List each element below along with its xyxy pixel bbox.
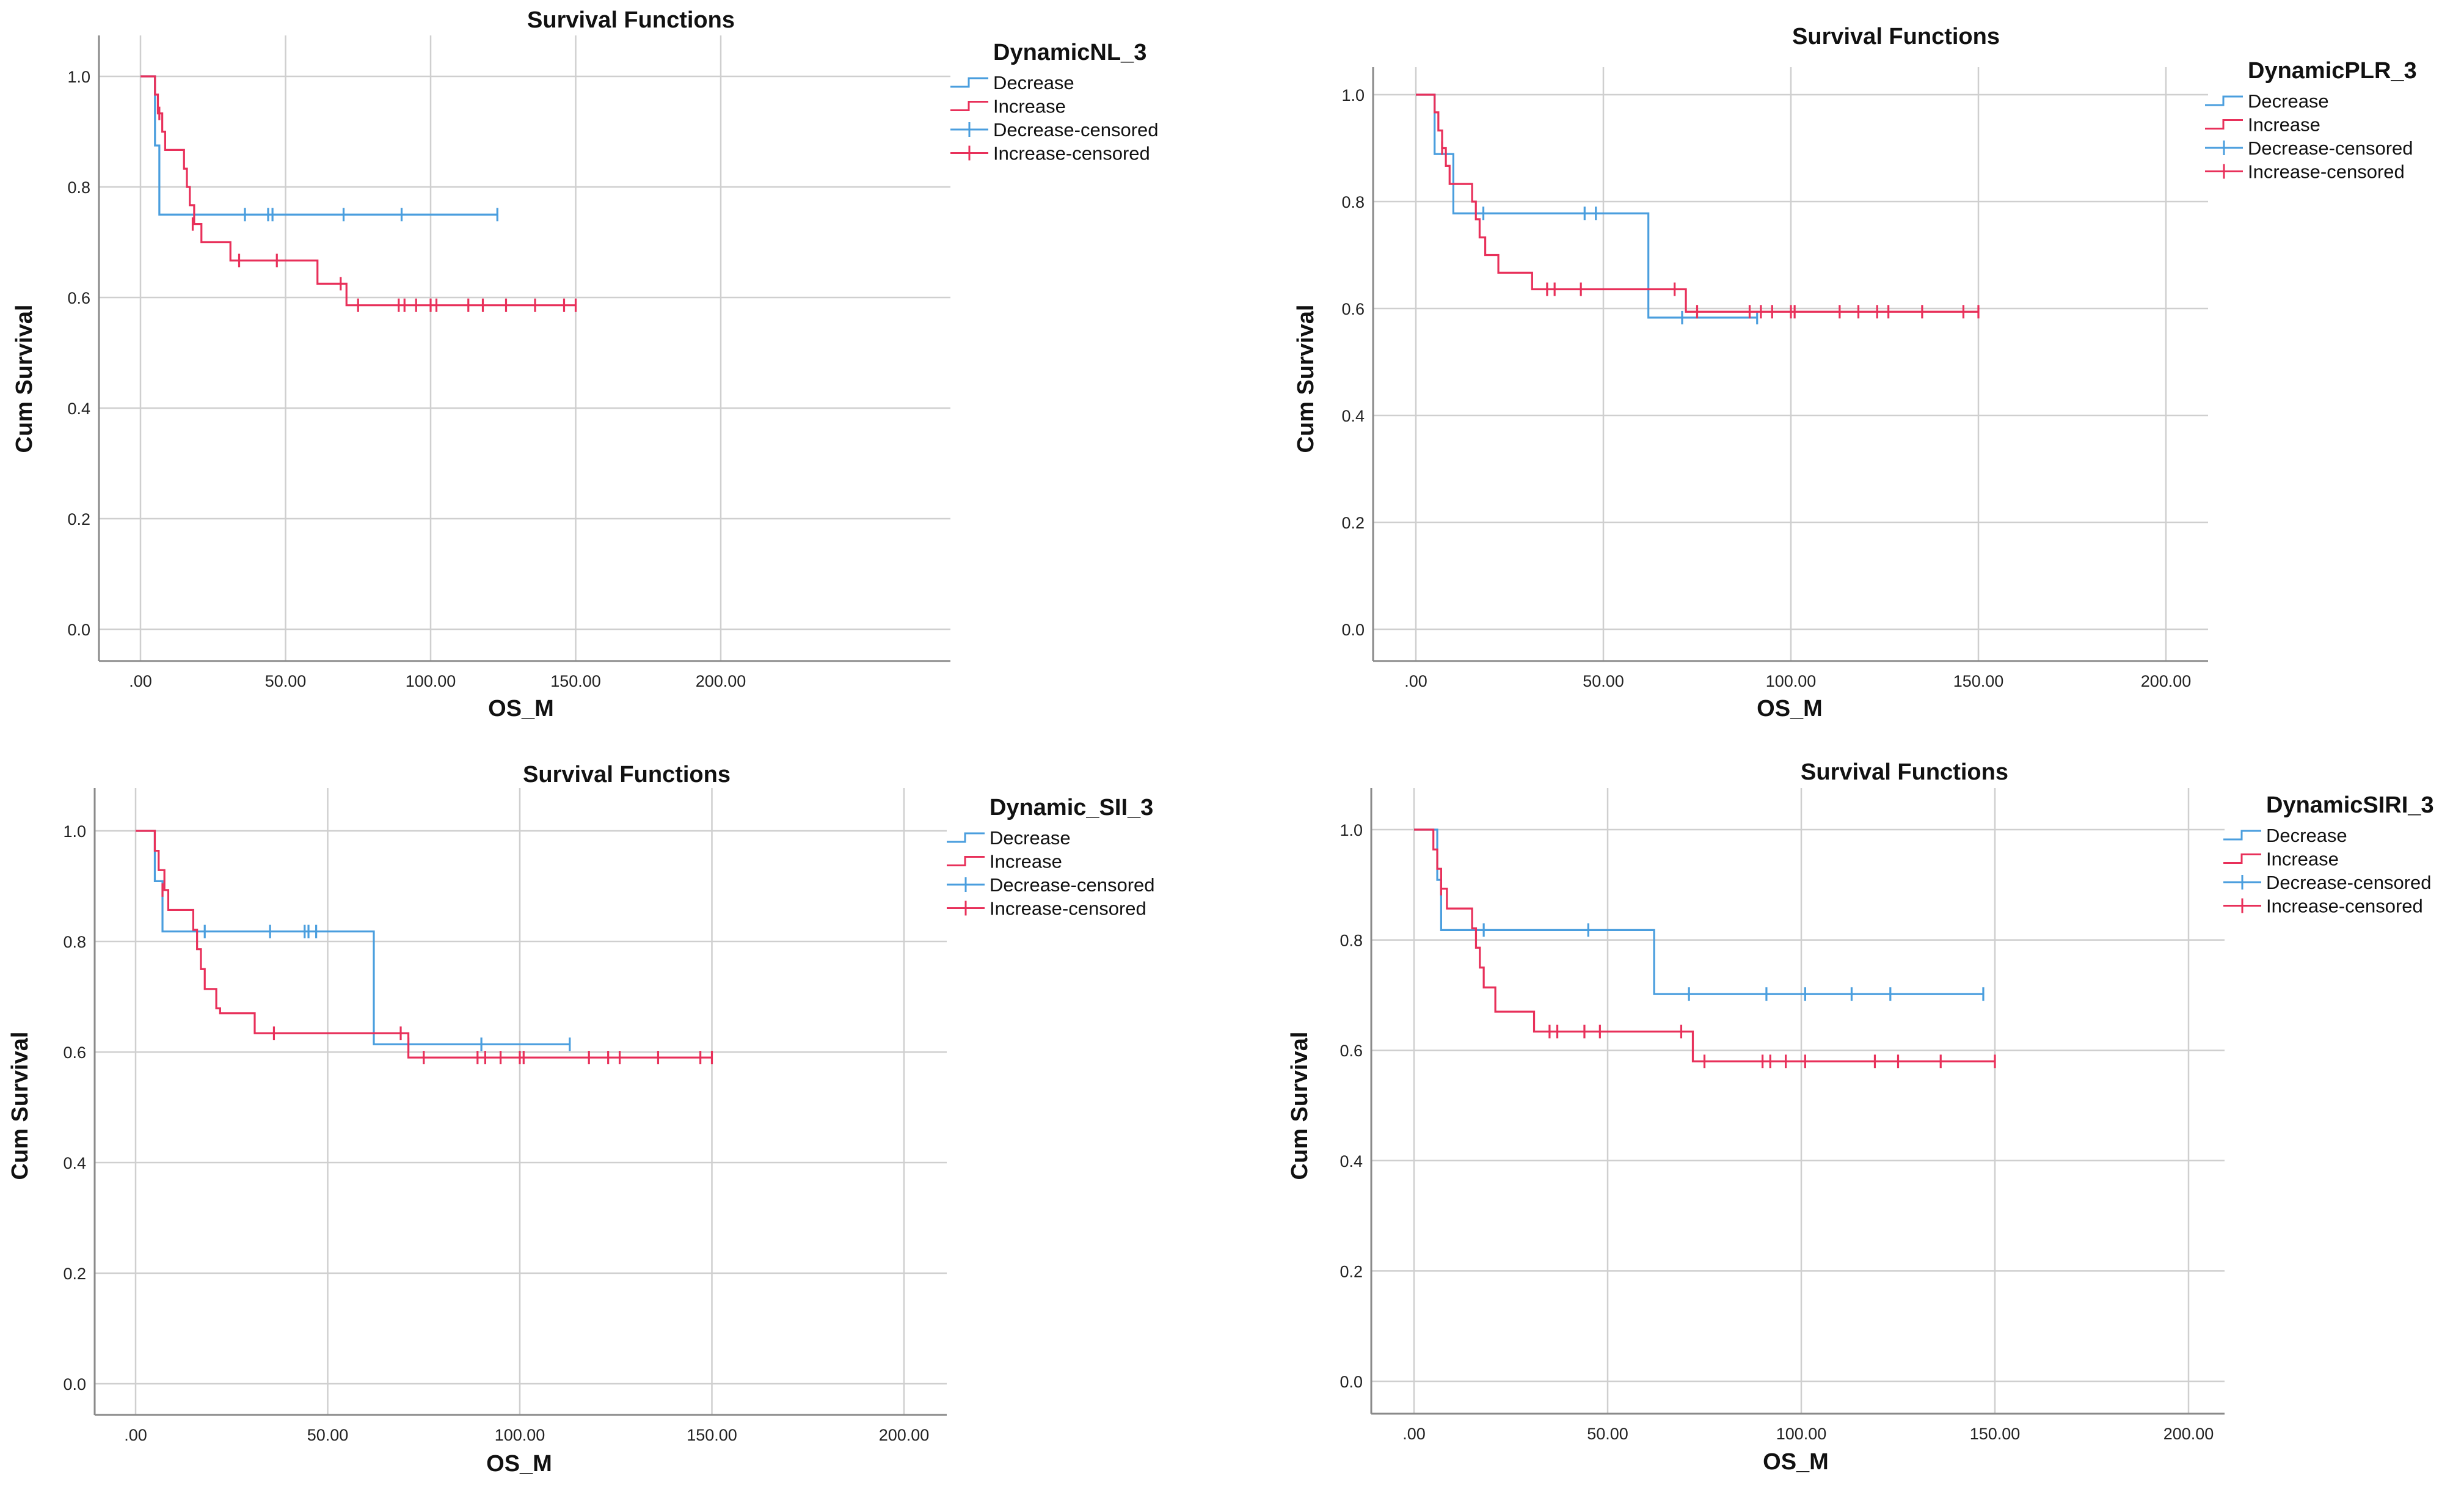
legend-item-label: Increase	[990, 851, 1062, 872]
y-tick-label: 0.8	[63, 933, 86, 951]
y-axis-label: Cum Survival	[7, 1032, 33, 1180]
legend-item-label: Increase-censored	[990, 898, 1146, 919]
y-tick-label: 0.4	[67, 400, 90, 418]
x-axis-label: OS_M	[488, 696, 554, 722]
x-tick-label: 150.00	[550, 672, 601, 690]
legend-item-label: Decrease	[2248, 90, 2329, 112]
legend-item-label: Increase	[993, 96, 1066, 117]
y-axis-label: Cum Survival	[12, 305, 37, 453]
series-line-increase	[1416, 93, 1978, 313]
series-line-increase	[1414, 828, 1995, 1062]
x-axis-label: OS_M	[486, 1451, 552, 1477]
chart-panel-4: 0.0 0.2 0.4 0.6 0.8 1.0 .00 50.00 100.00 150.00 20…	[1287, 759, 2434, 1475]
legend-swatch-step	[950, 101, 988, 111]
x-tick-label: .00	[124, 1426, 147, 1444]
y-tick-label: 0.6	[1341, 300, 1365, 318]
chart-panel-3: 0.0 0.2 0.4 0.6 0.8 1.0 .00 50.00 100.00 150.00 20…	[7, 762, 1155, 1477]
legend-swatch-step	[2205, 95, 2243, 106]
y-tick-label: 0.6	[1340, 1042, 1363, 1060]
x-axis-label: OS_M	[1763, 1449, 1829, 1475]
legend-swatch-step	[947, 832, 985, 843]
y-tick-label: 0.2	[1341, 514, 1365, 532]
y-tick-label: 0.0	[1341, 621, 1365, 639]
y-tick-label: 0.8	[1340, 932, 1363, 950]
legend-swatch-step	[2223, 853, 2261, 864]
legend-item-label: Decrease	[2266, 825, 2347, 846]
legend-title: DynamicPLR_3	[2248, 58, 2417, 84]
chart-title: Survival Functions	[523, 762, 731, 787]
x-tick-label: 100.00	[406, 672, 456, 690]
chart-title: Survival Functions	[1801, 759, 2008, 785]
y-tick-label: 0.2	[67, 510, 90, 528]
y-tick-label: 0.4	[63, 1154, 86, 1172]
y-tick-label: 0.6	[63, 1043, 86, 1062]
legend-item-label: Decrease	[993, 72, 1074, 93]
x-tick-label: 150.00	[687, 1426, 737, 1444]
x-tick-label: 150.00	[1953, 672, 2004, 690]
y-tick-label: 0.0	[67, 621, 90, 639]
y-tick-label: 1.0	[1341, 86, 1365, 104]
chart-title: Survival Functions	[527, 7, 735, 33]
x-tick-label: .00	[1404, 672, 1427, 690]
y-axis-label: Cum Survival	[1293, 305, 1319, 453]
y-tick-label: 0.8	[67, 178, 90, 197]
x-tick-label: 50.00	[1587, 1425, 1628, 1443]
x-tick-label: 200.00	[2141, 672, 2192, 690]
x-tick-label: 150.00	[1970, 1425, 2021, 1443]
legend-item-label: Increase	[2248, 114, 2320, 136]
x-tick-label: 100.00	[495, 1426, 545, 1444]
y-tick-label: 0.8	[1341, 193, 1365, 211]
legend-item-label: Decrease-censored	[2266, 872, 2432, 893]
legend-item-label: Decrease-censored	[993, 119, 1159, 141]
chart-panel-1: 0.0 0.2 0.4 0.6 0.8 1.0 .00 50.00 100.00 150.00 20…	[12, 7, 1159, 722]
legend-item-label: Increase-censored	[993, 143, 1150, 164]
y-tick-label: 1.0	[63, 822, 86, 841]
legend-item-label: Increase	[2266, 849, 2339, 870]
y-tick-label: 0.2	[1340, 1262, 1363, 1281]
y-tick-label: 0.6	[67, 289, 90, 307]
x-tick-label: 100.00	[1776, 1425, 1827, 1443]
y-tick-label: 0.0	[63, 1375, 86, 1394]
legend-swatch-step	[2205, 119, 2243, 130]
chart-panel-2: 0.0 0.2 0.4 0.6 0.8 1.0 .00 50.00 100.00 150.00 20…	[1293, 24, 2417, 722]
x-tick-label: 200.00	[879, 1426, 930, 1444]
y-tick-label: 1.0	[1340, 821, 1363, 839]
legend-swatch-step	[2223, 830, 2261, 841]
legend-item-label: Increase-censored	[2266, 896, 2423, 917]
legend-item-label: Decrease	[990, 827, 1071, 849]
legend-title: Dynamic_SII_3	[990, 795, 1153, 820]
x-tick-label: 200.00	[2163, 1425, 2214, 1443]
legend-item-label: Decrease-censored	[990, 874, 1155, 896]
x-tick-label: 200.00	[696, 672, 746, 690]
legend-item-label: Increase-censored	[2248, 161, 2405, 183]
x-tick-label: 50.00	[265, 672, 307, 690]
y-tick-label: 0.0	[1340, 1373, 1363, 1391]
x-tick-label: 50.00	[307, 1426, 349, 1444]
legend-title: DynamicSIRI_3	[2266, 792, 2434, 818]
legend-swatch-step	[950, 77, 988, 88]
series-line-increase	[136, 830, 712, 1059]
x-tick-label: 100.00	[1766, 672, 1817, 690]
x-axis-label: OS_M	[1757, 696, 1823, 722]
x-tick-label: 50.00	[1583, 672, 1624, 690]
y-tick-label: 0.2	[63, 1265, 86, 1283]
y-tick-label: 0.4	[1340, 1152, 1363, 1171]
chart-title: Survival Functions	[1792, 24, 2000, 49]
legend-title: DynamicNL_3	[993, 40, 1146, 65]
y-tick-label: 0.4	[1341, 407, 1365, 425]
series-line-decrease	[1414, 828, 1983, 995]
y-axis-label: Cum Survival	[1287, 1032, 1313, 1180]
x-tick-label: .00	[129, 672, 152, 690]
legend-swatch-step	[947, 856, 985, 866]
y-tick-label: 1.0	[67, 68, 90, 86]
x-tick-label: .00	[1402, 1425, 1426, 1443]
legend-item-label: Decrease-censored	[2248, 137, 2413, 159]
